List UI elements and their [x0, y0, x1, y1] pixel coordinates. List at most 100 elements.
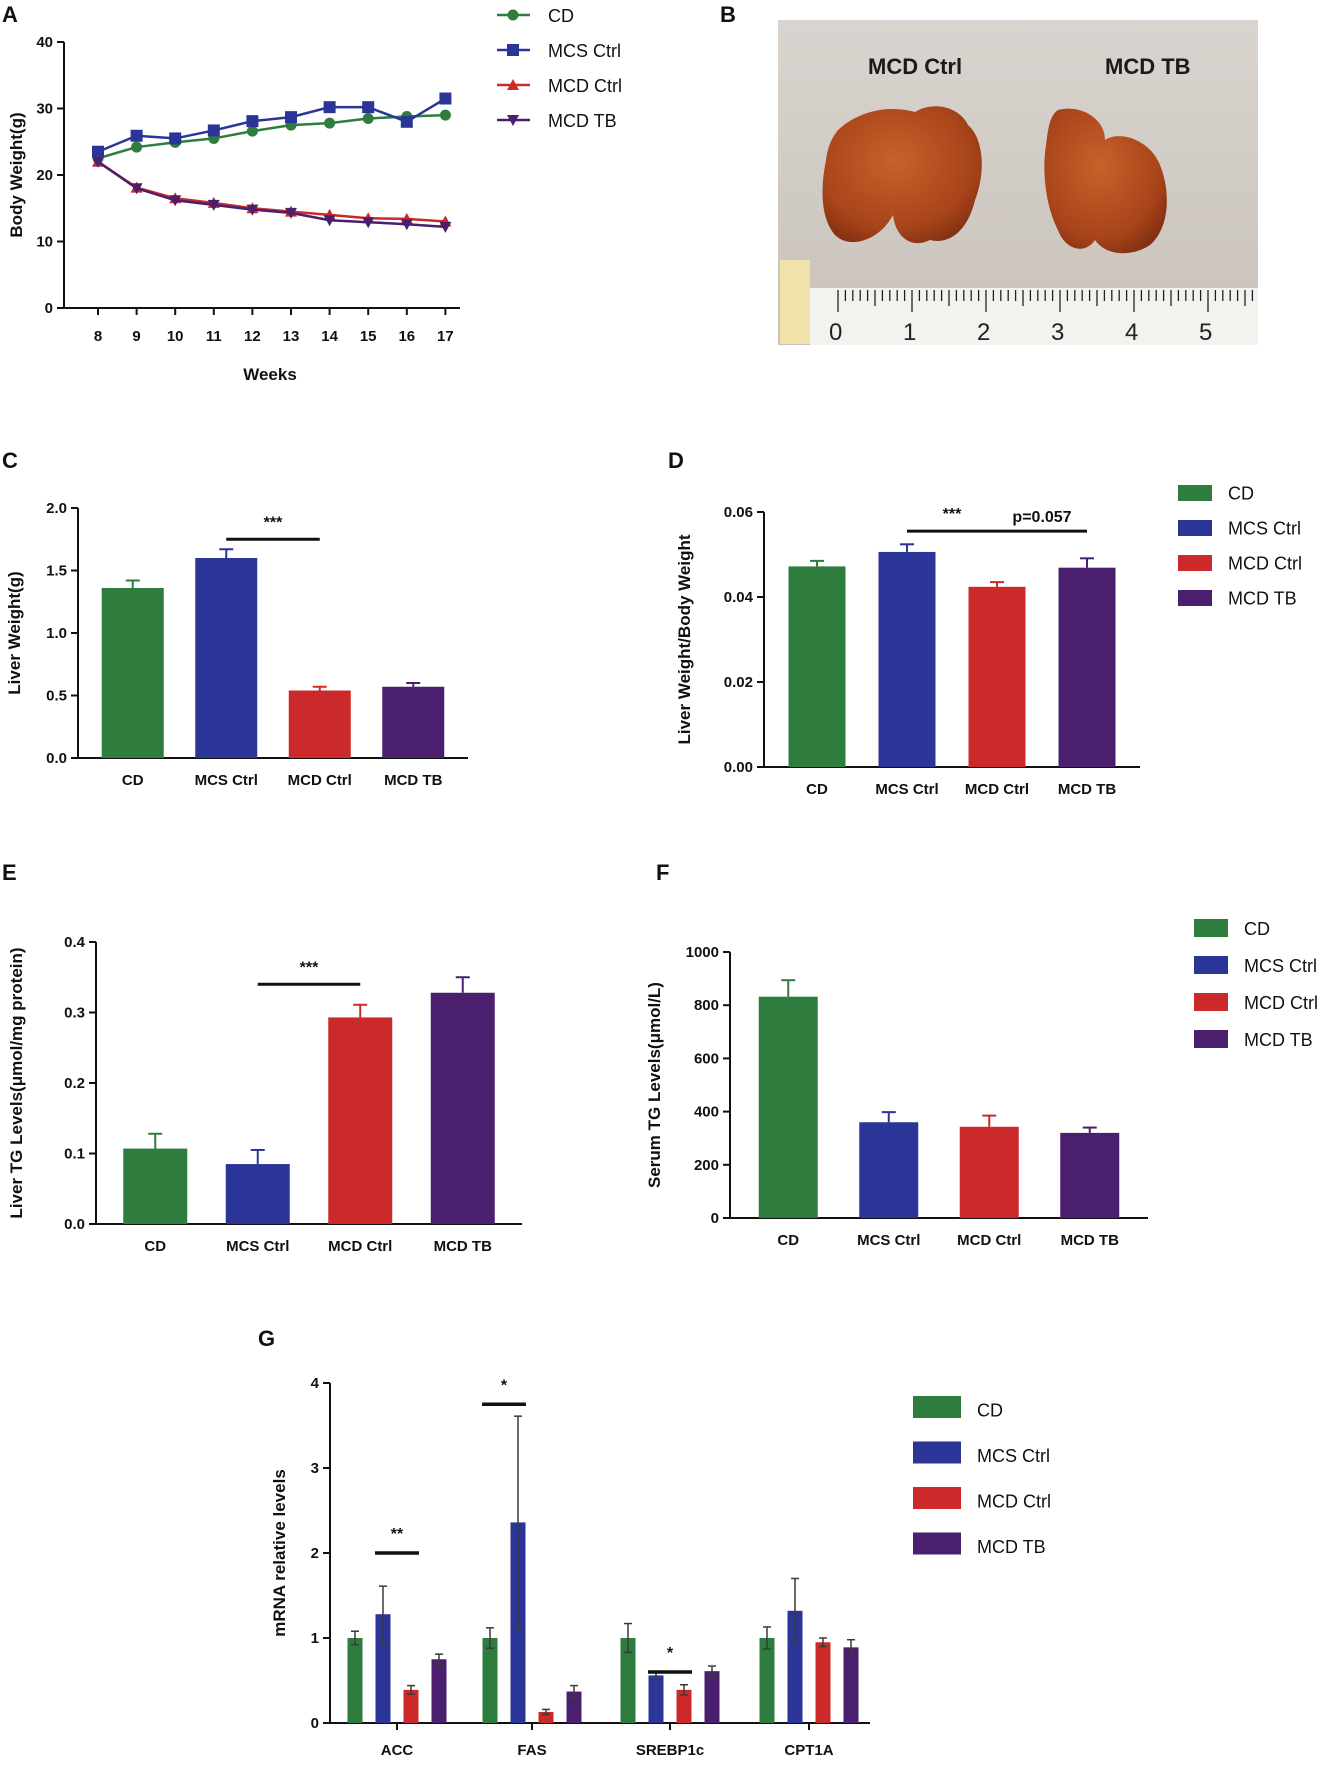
- bar-mcd-tb: [430, 992, 495, 1224]
- liver-mcd-tb: [1044, 108, 1167, 254]
- legend-label-mcd-ctrl: MCD Ctrl: [1228, 553, 1302, 573]
- significance-label: ***: [300, 959, 319, 976]
- point-mcs-ctrl: [130, 129, 143, 142]
- category-label-mcd-tb: MCD TB: [384, 772, 442, 789]
- ruler-number: 5: [1199, 319, 1212, 346]
- bar-mcd-tb: [1060, 1132, 1120, 1218]
- legend-swatch-mcd-tb: [1194, 1030, 1228, 1048]
- bar-mcs-ctrl: [195, 558, 258, 758]
- bar-cd: [101, 588, 164, 758]
- y-tick-label: 0.1: [64, 1146, 85, 1163]
- point-mcs-ctrl: [92, 145, 104, 158]
- series-line-cd: [97, 113, 446, 160]
- legend-swatch-cd: [913, 1396, 961, 1418]
- legend-swatch-mcd-tb: [1178, 590, 1212, 606]
- legend-label-mcd-tb: MCD TB: [977, 1537, 1046, 1557]
- ruler-number: 4: [1125, 319, 1138, 346]
- legend-label-mcd-tb: MCD TB: [1228, 588, 1297, 608]
- legend-label-mcs-ctrl: MCS Ctrl: [977, 1446, 1050, 1466]
- legend-marker-mcd-ctrl: [507, 79, 519, 90]
- point-cd: [131, 141, 143, 153]
- significance-label: p=0.057: [1012, 509, 1071, 526]
- bar-cpt1a-mcd-tb: [843, 1647, 859, 1723]
- ruler: [810, 288, 1258, 345]
- legend-label-mcd-ctrl: MCD Ctrl: [977, 1491, 1051, 1511]
- category-label-mcd-ctrl: MCD Ctrl: [288, 772, 352, 789]
- y-tick-label: 0.06: [724, 504, 753, 521]
- bar-fas-mcd-ctrl: [538, 1711, 554, 1723]
- legend-marker-mcs-ctrl: [507, 44, 519, 56]
- legend-label-mcd-ctrl: MCD Ctrl: [548, 76, 622, 96]
- series-line-mcs-ctrl: [97, 97, 447, 153]
- bar-cpt1a-cd: [759, 1638, 775, 1723]
- y-tick-label: 40: [36, 34, 53, 51]
- x-tick-label: 15: [360, 328, 377, 345]
- panel-label-a: A: [2, 2, 18, 27]
- point-mcs-ctrl: [207, 124, 220, 137]
- legend-marker-mcd-tb: [507, 115, 519, 126]
- bar-mcs-ctrl: [225, 1164, 290, 1224]
- y-tick-label: 0: [45, 300, 53, 317]
- category-label-cd: CD: [777, 1232, 799, 1249]
- panel-label-d: D: [668, 448, 684, 473]
- y-axis-label: mRNA relative levels: [270, 1469, 289, 1637]
- x-tick-label: 13: [283, 328, 300, 345]
- category-label-mcd-ctrl: MCD Ctrl: [328, 1238, 392, 1255]
- bar-srebp1c-mcd-ctrl: [676, 1689, 692, 1723]
- point-mcs-ctrl: [362, 101, 375, 114]
- category-label-mcs-ctrl: MCS Ctrl: [226, 1238, 289, 1255]
- y-tick-label: 2: [311, 1545, 319, 1562]
- bar-acc-mcs-ctrl: [375, 1614, 391, 1723]
- bar-srebp1c-mcd-tb: [704, 1671, 720, 1723]
- bar-cd: [788, 566, 846, 767]
- point-mcs-ctrl: [439, 92, 452, 105]
- panel-label-c: C: [2, 448, 18, 473]
- x-tick-label: 16: [398, 328, 415, 345]
- bar-mcd-ctrl: [288, 690, 351, 758]
- photo-label-mcd-tb: MCD TB: [1105, 54, 1191, 79]
- y-tick-label: 0.3: [64, 1005, 85, 1022]
- legend-label-cd: CD: [1244, 919, 1270, 939]
- y-tick-label: 1000: [686, 944, 719, 961]
- ruler-number: 0: [829, 319, 842, 346]
- legend-label-cd: CD: [1228, 483, 1254, 503]
- point-mcs-ctrl: [285, 111, 297, 124]
- significance-label: ***: [943, 506, 962, 523]
- category-label-mcs-ctrl: MCS Ctrl: [857, 1232, 920, 1249]
- bar-fas-cd: [482, 1638, 498, 1723]
- point-mcd-tb: [323, 215, 336, 227]
- category-label-mcs-ctrl: MCS Ctrl: [195, 772, 258, 789]
- y-axis-label: Liver Weight/Body Weight: [675, 534, 694, 744]
- category-label-mcd-ctrl: MCD Ctrl: [957, 1232, 1021, 1249]
- point-cd: [246, 125, 258, 137]
- legend-label-mcd-tb: MCD TB: [1244, 1030, 1313, 1050]
- y-tick-label: 0.0: [46, 750, 67, 767]
- point-mcd-tb: [439, 221, 452, 233]
- category-label-acc: ACC: [381, 1742, 414, 1759]
- bar-mcd-tb: [382, 686, 445, 758]
- chart-g: 0 1 2 3 4 mRNA relative levels ACC FAS SREBP1c CP…: [270, 1375, 1051, 1759]
- photo-label-mcd-ctrl: MCD Ctrl: [868, 54, 962, 79]
- y-tick-label: 0.5: [46, 688, 67, 705]
- chart-e: 0.0 0.1 0.2 0.3 0.4 Liver TG Levels(μmol/mg p…: [7, 934, 522, 1255]
- point-mcd-tb: [362, 217, 375, 229]
- bar-cpt1a-mcd-ctrl: [815, 1642, 831, 1723]
- y-tick-label: 30: [36, 101, 53, 118]
- ruler-number: 3: [1051, 319, 1064, 346]
- chart-f: 0 200 400 600 800 1000 Serum TG Levels(μmol/L)…: [645, 919, 1318, 1249]
- legend-label-mcd-tb: MCD TB: [548, 111, 617, 131]
- ruler-ticks: 0 1 2 3 4 5: [829, 290, 1254, 346]
- x-tick-label: 12: [244, 328, 261, 345]
- ruler-number: 2: [977, 319, 990, 346]
- ruler-number: 1: [903, 319, 916, 346]
- category-label-cd: CD: [806, 781, 828, 798]
- bar-mcs-ctrl: [878, 551, 936, 767]
- y-axis-label: Liver TG Levels(μmol/mg protein): [7, 947, 26, 1218]
- bar-cd: [123, 1148, 188, 1224]
- y-axis-label: Serum TG Levels(μmol/L): [645, 982, 664, 1188]
- point-mcs-ctrl: [246, 115, 259, 128]
- panel-label-e: E: [2, 860, 17, 885]
- bar-mcd-ctrl: [959, 1126, 1019, 1218]
- y-tick-label: 0.4: [64, 934, 86, 951]
